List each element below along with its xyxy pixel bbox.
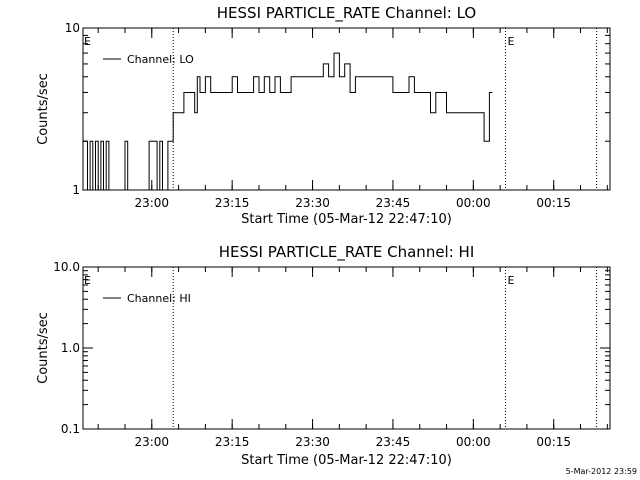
hi-y-axis-label: Counts/sec — [36, 312, 51, 384]
hi-event-lines — [172, 267, 598, 429]
lo-legend-label: Channel: LO — [127, 53, 194, 66]
lo-y-axis-label: Counts/sec — [36, 73, 51, 145]
hi-x-axis: 23:00 23:15 23:30 23:45 00:00 00:15 — [97, 267, 608, 449]
hi-channel-panel: HESSI PARTICLE_RATE Channel: HI 0.1 1.0 10… — [36, 243, 611, 468]
lo-legend: Channel: LO — [103, 53, 194, 66]
hi-legend: Channel: HI — [103, 292, 191, 305]
y-tick-label: 0.1 — [61, 422, 80, 436]
x-tick-label: 00:00 — [456, 196, 491, 210]
series-line — [83, 52, 493, 191]
footer-timestamp: 5-Mar-2012 23:59 — [566, 467, 637, 476]
y-tick-label: 10.0 — [53, 260, 80, 274]
y-tick-label: 10 — [65, 21, 80, 35]
x-tick-label: 00:15 — [536, 435, 571, 449]
lo-plot-frame — [82, 27, 611, 191]
hi-legend-label: Channel: HI — [127, 292, 191, 305]
x-tick-label: 23:45 — [376, 196, 411, 210]
x-tick-label: 23:15 — [215, 435, 250, 449]
y-tick-label: 1.0 — [61, 341, 80, 355]
x-tick-label: 23:45 — [376, 435, 411, 449]
x-tick-label: 23:00 — [134, 435, 169, 449]
event-marker-label: E — [507, 35, 514, 48]
hi-x-axis-label: Start Time (05-Mar-12 22:47:10) — [241, 453, 452, 468]
x-tick-label: 00:15 — [536, 196, 571, 210]
lo-channel-panel: HESSI PARTICLE_RATE Channel: LO 1 10 23:0… — [36, 4, 611, 227]
x-tick-label: 23:30 — [295, 196, 330, 210]
y-tick-label: 1 — [72, 183, 80, 197]
x-tick-label: 23:30 — [295, 435, 330, 449]
lo-y-axis: 1 10 — [65, 21, 610, 197]
lo-event-lines — [172, 28, 598, 190]
x-tick-label: 23:00 — [134, 196, 169, 210]
hi-chart-title: HESSI PARTICLE_RATE Channel: HI — [219, 243, 475, 262]
lo-x-axis: 23:00 23:15 23:30 23:45 00:00 00:15 — [97, 28, 608, 210]
lo-chart-title: HESSI PARTICLE_RATE Channel: LO — [217, 4, 476, 23]
x-tick-label: 23:15 — [215, 196, 250, 210]
event-marker-label: E — [84, 35, 91, 48]
lo-series — [83, 52, 493, 191]
event-marker-label: E — [507, 274, 514, 287]
lo-x-axis-label: Start Time (05-Mar-12 22:47:10) — [241, 212, 452, 227]
hi-y-axis: 0.1 1.0 10.0 — [53, 260, 610, 436]
x-tick-label: 00:00 — [456, 435, 491, 449]
event-marker-label: E — [84, 274, 91, 287]
